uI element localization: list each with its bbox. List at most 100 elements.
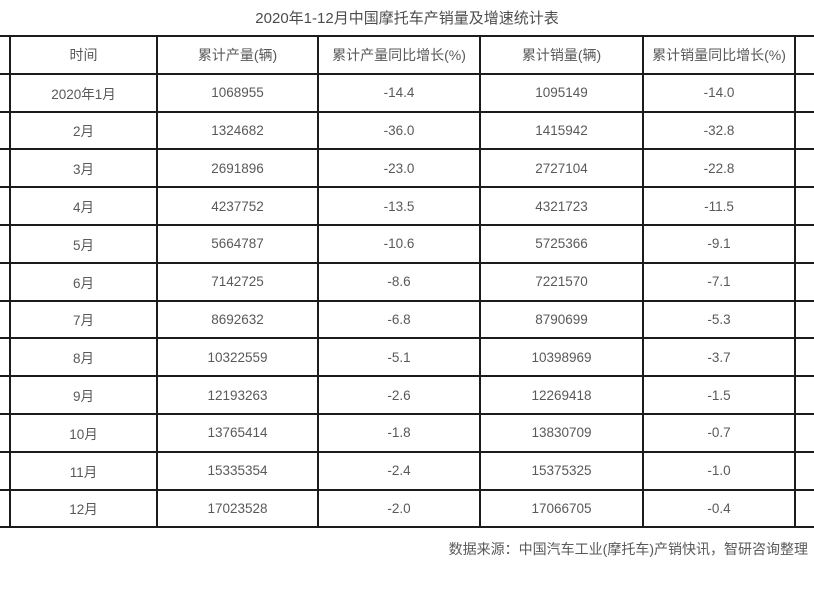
table-row: 12月 17023528 -2.0 17066705 -0.4 (0, 488, 814, 529)
column-header-cum-production: 累计产量(辆) (156, 35, 319, 75)
table-cell: 2727104 (479, 148, 644, 189)
table-cell: 7142725 (156, 261, 319, 302)
table-cell: -32.8 (642, 110, 796, 151)
table-cell: 8790699 (479, 299, 644, 340)
table-cell: 4321723 (479, 186, 644, 226)
table-edge-sliver (794, 375, 814, 415)
table-cell: -14.4 (317, 72, 481, 113)
column-header-cum-sales: 累计销量(辆) (479, 35, 644, 75)
table-cell: -22.8 (642, 148, 796, 189)
table-row: 3月 2691896 -23.0 2727104 -22.8 (0, 148, 814, 189)
table-cell: 12月 (9, 488, 158, 529)
table-cell: 3月 (9, 148, 158, 189)
table-cell: 2691896 (156, 148, 319, 189)
table-cell: 17066705 (479, 488, 644, 529)
table-cell: 5725366 (479, 223, 644, 264)
table-cell: -2.6 (317, 375, 481, 415)
column-header-time: 时间 (9, 35, 158, 75)
table-cell: 11月 (9, 450, 158, 491)
table-cell: 15335354 (156, 450, 319, 491)
table-body: 2020年1月 1068955 -14.4 1095149 -14.0 2月 1… (0, 72, 814, 529)
table-edge-sliver (0, 261, 11, 302)
table-cell: -6.8 (317, 299, 481, 340)
table-cell: -0.4 (642, 488, 796, 529)
column-header-production-yoy: 累计产量同比增长(%) (317, 35, 481, 75)
table-row: 9月 12193263 -2.6 12269418 -1.5 (0, 375, 814, 415)
table-edge-sliver (794, 186, 814, 226)
table-cell: 1324682 (156, 110, 319, 151)
table-cell: 7月 (9, 299, 158, 340)
table-cell: -36.0 (317, 110, 481, 151)
table-edge-sliver (0, 186, 11, 226)
table-cell: 7221570 (479, 261, 644, 302)
table-cell: 2月 (9, 110, 158, 151)
data-source-note: 数据来源：中国汽车工业(摩托车)产销快讯，智研咨询整理 (448, 541, 808, 558)
table-cell: 10398969 (479, 337, 644, 378)
table-edge-sliver (0, 223, 11, 264)
table-cell: -11.5 (642, 186, 796, 226)
table-edge-sliver (0, 299, 11, 340)
table-cell: -9.1 (642, 223, 796, 264)
table-cell: 4237752 (156, 186, 319, 226)
table-row: 4月 4237752 -13.5 4321723 -11.5 (0, 186, 814, 226)
table-cell: 1095149 (479, 72, 644, 113)
table-row: 2月 1324682 -36.0 1415942 -32.8 (0, 110, 814, 151)
table-cell: -2.4 (317, 450, 481, 491)
statistics-table: 时间 累计产量(辆) 累计产量同比增长(%) 累计销量(辆) 累计销量同比增长(… (0, 35, 814, 529)
table-row: 11月 15335354 -2.4 15375325 -1.0 (0, 450, 814, 491)
table-edge-sliver (794, 35, 814, 75)
table-edge-sliver (794, 72, 814, 113)
table-row: 6月 7142725 -8.6 7221570 -7.1 (0, 261, 814, 302)
table-cell: 12269418 (479, 375, 644, 415)
table-cell: -1.5 (642, 375, 796, 415)
table-cell: -23.0 (317, 148, 481, 189)
table-row: 7月 8692632 -6.8 8790699 -5.3 (0, 299, 814, 340)
table-row: 2020年1月 1068955 -14.4 1095149 -14.0 (0, 72, 814, 113)
table-cell: 6月 (9, 261, 158, 302)
table-edge-sliver (0, 450, 11, 491)
table-cell: -13.5 (317, 186, 481, 226)
table-cell: 13765414 (156, 412, 319, 453)
table-cell: 17023528 (156, 488, 319, 529)
table-cell: 1415942 (479, 110, 644, 151)
table-edge-sliver (0, 412, 11, 453)
table-cell: -2.0 (317, 488, 481, 529)
table-row: 8月 10322559 -5.1 10398969 -3.7 (0, 337, 814, 378)
table-cell: 5664787 (156, 223, 319, 264)
table-cell: -0.7 (642, 412, 796, 453)
table-cell: -8.6 (317, 261, 481, 302)
table-edge-sliver (794, 488, 814, 529)
table-cell: 13830709 (479, 412, 644, 453)
table-cell: 5月 (9, 223, 158, 264)
table-edge-sliver (0, 375, 11, 415)
table-cell: -5.3 (642, 299, 796, 340)
table-edge-sliver (794, 261, 814, 302)
table-edge-sliver (0, 148, 11, 189)
table-row: 10月 13765414 -1.8 13830709 -0.7 (0, 412, 814, 453)
table-row: 5月 5664787 -10.6 5725366 -9.1 (0, 223, 814, 264)
table-edge-sliver (0, 35, 11, 75)
table-cell: -3.7 (642, 337, 796, 378)
table-edge-sliver (794, 412, 814, 453)
table-edge-sliver (794, 148, 814, 189)
table-edge-sliver (794, 299, 814, 340)
table-cell: -1.0 (642, 450, 796, 491)
table-cell: -14.0 (642, 72, 796, 113)
table-edge-sliver (0, 72, 11, 113)
table-edge-sliver (794, 223, 814, 264)
table-edge-sliver (794, 450, 814, 491)
table-edge-sliver (794, 110, 814, 151)
table-cell: 8692632 (156, 299, 319, 340)
table-cell: -5.1 (317, 337, 481, 378)
table-cell: -7.1 (642, 261, 796, 302)
table-cell: 10月 (9, 412, 158, 453)
table-cell: -10.6 (317, 223, 481, 264)
table-cell: 10322559 (156, 337, 319, 378)
table-cell: 8月 (9, 337, 158, 378)
table-edge-sliver (0, 337, 11, 378)
table-edge-sliver (0, 488, 11, 529)
table-cell: 2020年1月 (9, 72, 158, 113)
table-cell: 4月 (9, 186, 158, 226)
table-cell: 12193263 (156, 375, 319, 415)
table-cell: 1068955 (156, 72, 319, 113)
